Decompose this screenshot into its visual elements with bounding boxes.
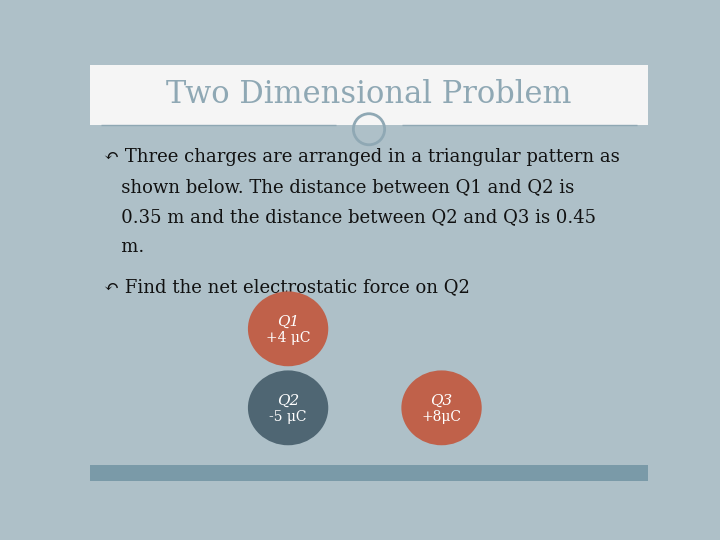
- Text: -5 μC: -5 μC: [269, 410, 307, 424]
- Text: Q3: Q3: [431, 393, 453, 407]
- Text: +8μC: +8μC: [421, 410, 462, 424]
- Bar: [90, 465, 648, 481]
- Text: shown below. The distance between Q1 and Q2 is: shown below. The distance between Q1 and…: [104, 178, 575, 196]
- Text: Two Dimensional Problem: Two Dimensional Problem: [166, 79, 572, 111]
- Ellipse shape: [248, 292, 328, 366]
- Text: m.: m.: [104, 238, 144, 256]
- Text: Q2: Q2: [277, 393, 300, 407]
- Text: 0.35 m and the distance between Q2 and Q3 is 0.45: 0.35 m and the distance between Q2 and Q…: [104, 208, 596, 226]
- Text: Q1: Q1: [277, 314, 300, 328]
- Ellipse shape: [248, 370, 328, 446]
- Text: ↶ Three charges are arranged in a triangular pattern as: ↶ Three charges are arranged in a triang…: [104, 148, 620, 166]
- Text: ↶ Find the net electrostatic force on Q2: ↶ Find the net electrostatic force on Q2: [104, 278, 470, 296]
- Text: +4 μC: +4 μC: [266, 331, 310, 345]
- Bar: [90, 65, 648, 125]
- Ellipse shape: [401, 370, 482, 446]
